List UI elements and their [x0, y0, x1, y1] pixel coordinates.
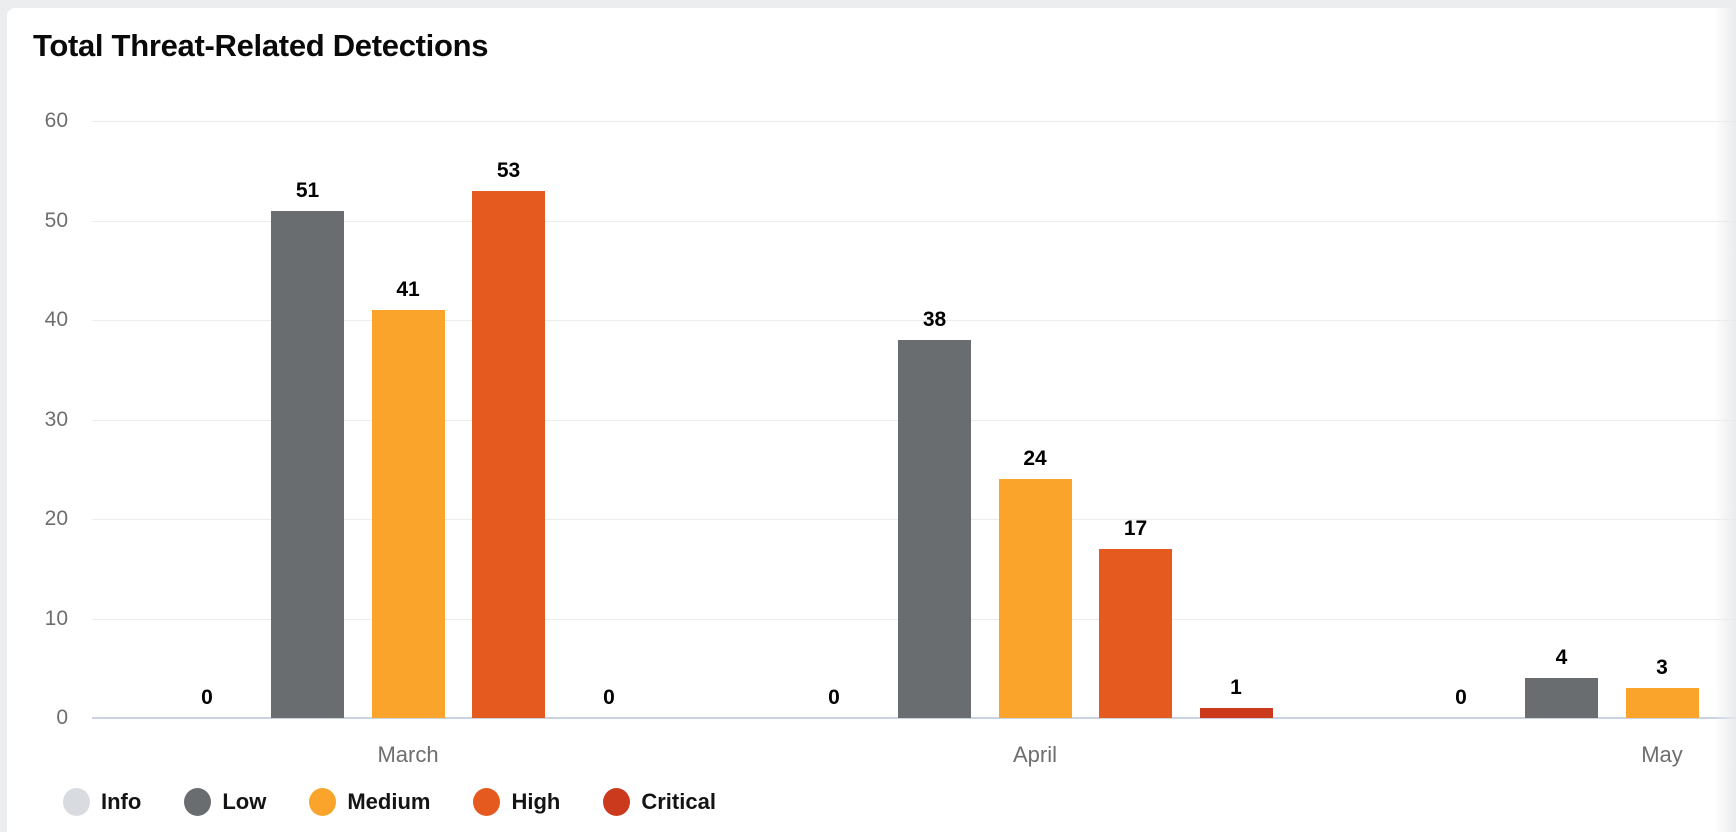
- legend-label: Critical: [641, 789, 716, 814]
- bar-value-label: 1: [1230, 676, 1242, 700]
- legend-color-dot-icon: [184, 788, 212, 816]
- bar-value-label: 53: [496, 158, 521, 182]
- legend-item-medium[interactable]: Medium: [309, 788, 430, 816]
- y-axis-tick-label: 0: [56, 706, 68, 729]
- legend-label: High: [511, 789, 561, 814]
- y-axis-tick-label: 10: [44, 606, 68, 630]
- gridline: [92, 121, 1736, 122]
- bar-value-label: 0: [1455, 686, 1467, 709]
- bar-value-label: 41: [396, 278, 420, 302]
- bar-value-label: 4: [1555, 646, 1568, 670]
- bar-medium-april[interactable]: [998, 479, 1072, 718]
- y-axis-tick-label: 30: [44, 407, 68, 431]
- y-axis-tick-label: 20: [44, 507, 68, 530]
- bar-value-label: 0: [603, 686, 615, 709]
- y-axis-tick-label: 50: [44, 208, 68, 232]
- legend-color-dot-icon: [603, 788, 631, 816]
- bar-low-march[interactable]: [271, 210, 344, 718]
- chart-legend: Info Low Medium High Critical: [63, 788, 716, 816]
- bar-medium-march[interactable]: [371, 310, 445, 718]
- gridline: [92, 320, 1736, 321]
- legend-item-low[interactable]: Low: [184, 788, 266, 816]
- chart-title: Total Threat-Related Detections: [33, 28, 489, 63]
- legend-item-high[interactable]: High: [473, 788, 560, 816]
- x-axis-label-april: April: [1012, 742, 1057, 767]
- bar-low-may[interactable]: [1525, 678, 1598, 718]
- legend-label: Info: [101, 789, 142, 814]
- legend-color-dot-icon: [473, 788, 501, 816]
- bar-high-march[interactable]: [472, 190, 545, 718]
- gridline: [92, 220, 1736, 222]
- bar-value-label: 51: [295, 178, 320, 202]
- bar-value-label: 38: [922, 307, 947, 331]
- bar-low-april[interactable]: [898, 339, 971, 718]
- bar-value-label: 0: [201, 686, 213, 709]
- bar-value-label: 3: [1656, 656, 1668, 680]
- x-axis-label-march: March: [377, 742, 439, 767]
- x-axis-label-may: May: [1641, 742, 1683, 767]
- x-axis-line: [92, 717, 1736, 719]
- legend-item-info[interactable]: Info: [63, 788, 141, 816]
- bar-high-april[interactable]: [1099, 548, 1172, 718]
- bar-value-label: 17: [1123, 516, 1148, 540]
- bar-value-label: 0: [828, 686, 840, 709]
- legend-label: Medium: [347, 789, 431, 814]
- legend-color-dot-icon: [309, 788, 337, 816]
- legend-label: Low: [222, 789, 267, 814]
- y-axis-tick-label: 40: [44, 308, 68, 331]
- bar-medium-may[interactable]: [1625, 688, 1699, 718]
- legend-item-critical[interactable]: Critical: [603, 788, 716, 816]
- legend-color-dot-icon: [63, 788, 90, 816]
- bar-critical-april[interactable]: [1199, 708, 1273, 718]
- bar-value-label: 24: [1023, 447, 1047, 471]
- y-axis-tick-label: 60: [44, 109, 68, 132]
